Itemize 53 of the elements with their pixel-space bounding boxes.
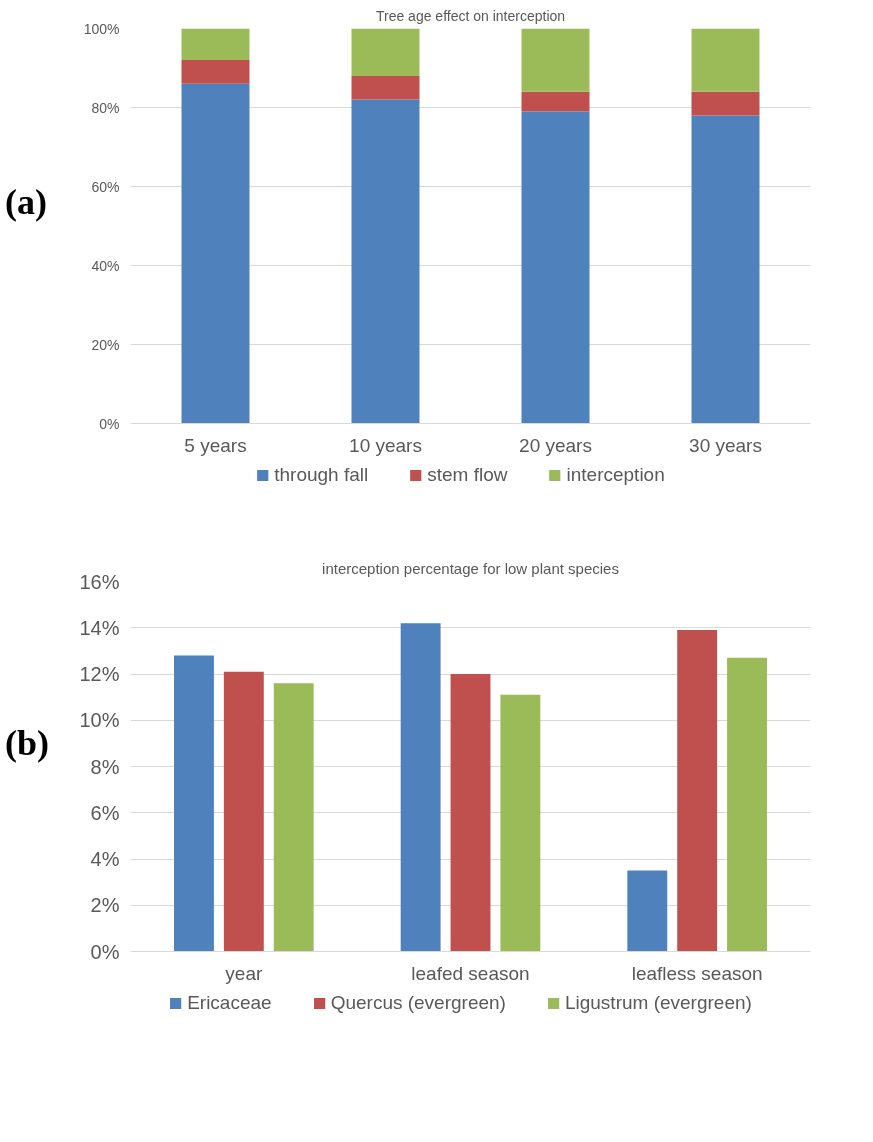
y-tick-label: 60% <box>91 178 120 195</box>
bar <box>351 28 420 76</box>
bar <box>521 91 590 112</box>
x-tick-label: 30 years <box>689 434 762 456</box>
text: (b) <box>5 722 49 765</box>
legend-label: Ligustrum (evergreen) <box>564 992 752 1014</box>
bar <box>500 694 541 952</box>
x-tick-label: 10 years <box>349 434 422 456</box>
bar <box>727 657 767 952</box>
legend-label: through fall <box>274 464 369 486</box>
y-tick-label: 8% <box>90 755 120 778</box>
bar <box>181 60 250 84</box>
y-tick-label: 0% <box>90 940 120 963</box>
y-tick-label: 0% <box>99 415 120 432</box>
x-tick-label: 5 years <box>184 434 247 456</box>
bar <box>521 28 590 92</box>
y-tick-label: 16% <box>79 570 120 593</box>
y-tick-label: 100% <box>83 20 120 37</box>
bar <box>677 630 718 952</box>
bar <box>691 28 760 92</box>
bar <box>273 683 314 952</box>
legend-label: Quercus (evergreen) <box>330 992 506 1014</box>
text: (a) <box>5 181 47 224</box>
chart-title: interception percentage for low plant species <box>322 559 619 577</box>
bar <box>627 870 668 952</box>
legend-label: interception <box>566 464 665 486</box>
legend-label: stem flow <box>427 464 508 486</box>
bar <box>181 28 250 61</box>
y-tick-label: 12% <box>79 663 120 685</box>
bar <box>691 91 760 116</box>
y-tick-label: 40% <box>91 257 120 274</box>
x-tick-label: 20 years <box>519 434 592 456</box>
y-tick-label: 4% <box>90 848 120 870</box>
bar <box>223 671 264 952</box>
x-tick-label: leafed season <box>411 962 530 984</box>
bar <box>450 674 491 952</box>
y-tick-label: 10% <box>79 709 120 732</box>
y-tick-label: 6% <box>90 801 120 824</box>
bar <box>181 83 250 424</box>
bar <box>351 75 420 100</box>
y-tick-label: 2% <box>90 894 120 917</box>
bar <box>174 655 214 952</box>
legend-label: Ericaceae <box>187 992 272 1014</box>
bar <box>400 623 441 952</box>
bar <box>351 99 420 424</box>
bar <box>691 115 760 424</box>
bar <box>521 111 590 424</box>
y-tick-label: 20% <box>91 336 120 353</box>
y-tick-label: 14% <box>79 616 120 639</box>
y-tick-label: 80% <box>91 99 120 116</box>
chart-title: Tree age effect on interception <box>375 7 566 24</box>
x-tick-label: leafless season <box>631 962 763 984</box>
x-tick-label: year <box>225 962 263 984</box>
